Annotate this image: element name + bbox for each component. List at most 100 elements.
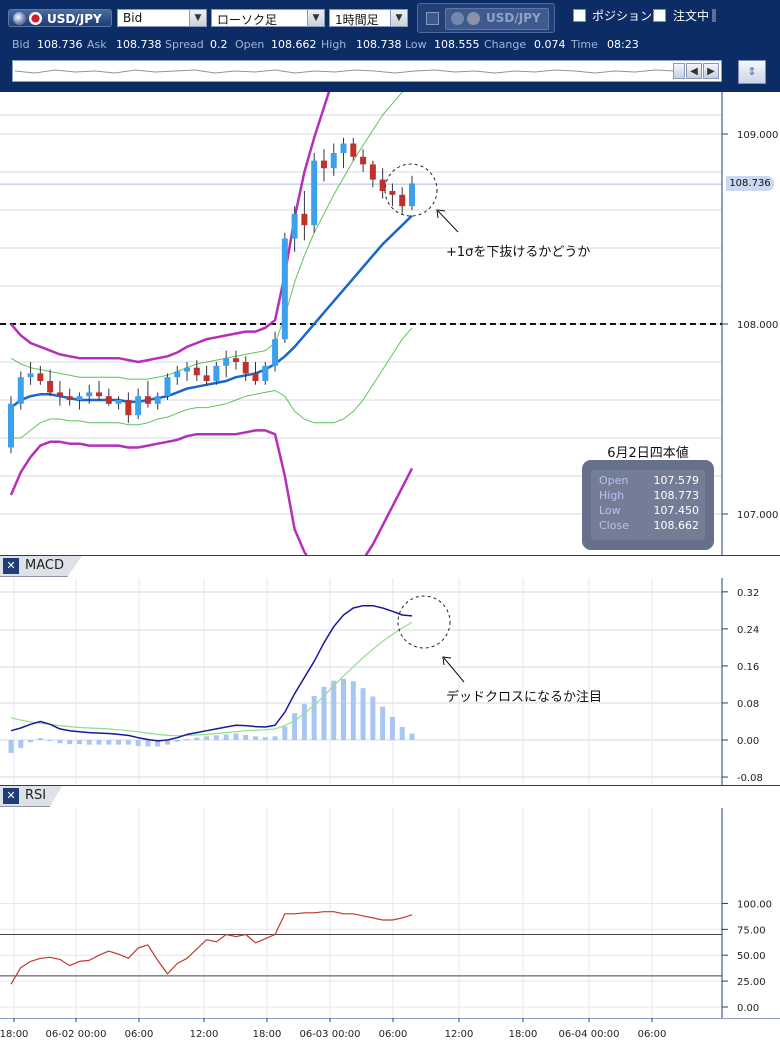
japan-flag-icon bbox=[29, 12, 42, 25]
rsi-panel-tab: ✕ RSI bbox=[0, 786, 62, 807]
chart-type-select[interactable]: ローソク足 ▼ bbox=[211, 9, 325, 27]
panel-divider bbox=[0, 785, 780, 786]
bollinger-minus2-line bbox=[9, 429, 414, 556]
chart-settings-icon[interactable]: ⇕ bbox=[738, 60, 766, 84]
close-icon[interactable]: ✕ bbox=[3, 558, 19, 574]
candle-up bbox=[164, 377, 171, 397]
candle-up bbox=[213, 365, 220, 381]
candle-up bbox=[86, 392, 93, 397]
macd-histogram-bar bbox=[389, 716, 395, 740]
price-chart[interactable]: 107.000 108.000 109.000 bbox=[0, 92, 780, 556]
candle-up bbox=[154, 396, 161, 404]
candle-up bbox=[291, 213, 298, 239]
chart-navigator[interactable]: ◀ ▶ bbox=[12, 60, 722, 82]
macd-histogram-bar bbox=[282, 726, 288, 740]
macd-histogram-bar bbox=[96, 740, 102, 745]
price-tick-label: 107.000 bbox=[737, 510, 778, 521]
rsi-tick-label: 0.00 bbox=[737, 1003, 759, 1014]
high-label: High bbox=[321, 38, 347, 51]
order-checkbox[interactable] bbox=[653, 9, 666, 22]
scroll-left-button[interactable]: ◀ bbox=[686, 63, 702, 79]
close-icon[interactable]: ✕ bbox=[3, 788, 19, 804]
time-value: 08:23 bbox=[607, 38, 639, 51]
japan-flag-icon bbox=[467, 12, 480, 25]
chart-type-value: ローソク足 bbox=[217, 13, 278, 27]
candle-down bbox=[37, 373, 44, 381]
macd-panel-title: MACD bbox=[25, 558, 64, 573]
candle-up bbox=[340, 143, 347, 153]
highlight-circle bbox=[384, 163, 438, 217]
sigma-annotation: +1σを下抜けるかどうか bbox=[446, 245, 591, 260]
chevron-down-icon[interactable]: ▼ bbox=[390, 10, 407, 26]
macd-histogram-bar bbox=[321, 686, 327, 740]
macd-histogram-bar bbox=[350, 681, 356, 740]
spread-value: 0.2 bbox=[210, 38, 228, 51]
candle-down bbox=[399, 194, 406, 207]
macd-histogram-bar bbox=[399, 727, 405, 740]
current-price-tag: 108.736 bbox=[726, 176, 774, 191]
time-tick-label: 06-02 00:00 bbox=[45, 1029, 106, 1040]
macd-tick-label: -0.08 bbox=[737, 773, 763, 784]
macd-signal-line bbox=[10, 621, 413, 737]
position-checkbox[interactable] bbox=[573, 9, 586, 22]
currency-pair-label: USD/JPY bbox=[47, 12, 102, 26]
time-tick-label: 06:00 bbox=[638, 1029, 667, 1040]
navigator-sparkline bbox=[15, 69, 675, 74]
rsi-chart[interactable]: 100.00 75.00 50.00 25.00 0.00 bbox=[0, 808, 780, 1018]
timeframe-value: 1時間足 bbox=[335, 13, 379, 27]
compare-pair-label: USD/JPY bbox=[486, 11, 541, 25]
currency-pair-button[interactable]: USD/JPY bbox=[8, 9, 112, 27]
compare-pair-button[interactable]: USD/JPY bbox=[445, 8, 549, 30]
candle-up bbox=[184, 367, 191, 372]
low-label: Low bbox=[405, 38, 427, 51]
chevron-down-icon[interactable]: ▼ bbox=[307, 10, 324, 26]
macd-annotation-arrow bbox=[443, 657, 465, 683]
time-tick-label: 12:00 bbox=[445, 1029, 474, 1040]
macd-arrow-head bbox=[442, 656, 452, 666]
candle-down bbox=[47, 381, 54, 393]
macd-histogram-bar bbox=[380, 706, 386, 740]
candle-down bbox=[144, 396, 151, 404]
timeframe-select[interactable]: 1時間足 ▼ bbox=[329, 9, 408, 27]
ohlc-value: 107.579 bbox=[653, 474, 700, 487]
time-tick-label: 18:00 bbox=[0, 1029, 28, 1040]
macd-tick-label: 0.16 bbox=[737, 662, 759, 673]
candle-up bbox=[17, 377, 24, 404]
macd-histogram-bar bbox=[37, 738, 43, 740]
ohlc-key: High bbox=[599, 489, 625, 502]
time-label: Time bbox=[571, 38, 598, 51]
candle-down bbox=[96, 392, 103, 397]
macd-histogram-bar bbox=[116, 740, 122, 745]
macd-histogram-bar bbox=[155, 740, 161, 747]
candle-down bbox=[56, 392, 63, 397]
compare-checkbox[interactable] bbox=[426, 12, 439, 25]
macd-line bbox=[10, 604, 413, 742]
macd-chart[interactable]: 0.32 0.24 0.16 0.08 0.00 -0.08 bbox=[0, 578, 780, 786]
candle-up bbox=[408, 183, 415, 207]
bid-value: 108.736 bbox=[37, 38, 83, 51]
position-label: ポジション bbox=[592, 9, 653, 23]
macd-tick-label: 0.00 bbox=[737, 736, 759, 747]
candle-down bbox=[252, 373, 259, 381]
macd-histogram-bar bbox=[204, 736, 210, 740]
ask-value: 108.738 bbox=[116, 38, 162, 51]
candle-down bbox=[105, 396, 112, 404]
macd-histogram-bar bbox=[67, 740, 73, 745]
rsi-tick-label: 50.00 bbox=[737, 951, 766, 962]
price-side-select[interactable]: Bid ▼ bbox=[117, 9, 207, 27]
macd-histogram-bar bbox=[184, 739, 190, 741]
macd-histogram-bar bbox=[243, 734, 249, 740]
macd-histogram-bar bbox=[174, 740, 180, 742]
candle-down bbox=[301, 213, 308, 226]
scroll-right-button[interactable]: ▶ bbox=[703, 63, 719, 79]
macd-histogram-bar bbox=[301, 703, 307, 740]
macd-histogram-bar bbox=[135, 740, 141, 747]
navigator-thumb[interactable] bbox=[673, 63, 685, 79]
time-tick-label: 06-04 00:00 bbox=[558, 1029, 619, 1040]
macd-histogram-bar bbox=[28, 740, 34, 743]
macd-histogram-bar bbox=[8, 740, 14, 753]
ask-label: Ask bbox=[87, 38, 107, 51]
chevron-down-icon[interactable]: ▼ bbox=[189, 10, 206, 26]
ohlc-row-open: Open 107.579 bbox=[599, 473, 699, 488]
price-side-value: Bid bbox=[123, 11, 143, 25]
